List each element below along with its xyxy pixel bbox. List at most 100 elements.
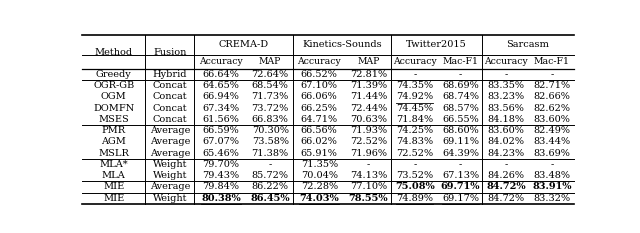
Text: -: -: [504, 160, 508, 169]
Text: Average: Average: [150, 126, 190, 135]
Text: Weight: Weight: [152, 171, 187, 180]
Text: 79.43%: 79.43%: [202, 171, 239, 180]
Text: 66.56%: 66.56%: [301, 126, 338, 135]
Text: 64.39%: 64.39%: [442, 149, 479, 158]
Text: 83.48%: 83.48%: [533, 171, 570, 180]
Text: 72.52%: 72.52%: [396, 149, 433, 158]
Text: Average: Average: [150, 182, 190, 192]
Text: 83.91%: 83.91%: [532, 182, 572, 192]
Text: 71.84%: 71.84%: [396, 115, 433, 124]
Text: Weight: Weight: [152, 160, 187, 169]
Text: 66.94%: 66.94%: [203, 93, 239, 102]
Text: 72.28%: 72.28%: [301, 182, 338, 192]
Text: 74.03%: 74.03%: [300, 194, 339, 203]
Text: OGM: OGM: [101, 93, 127, 102]
Text: Average: Average: [150, 137, 190, 147]
Text: 85.72%: 85.72%: [252, 171, 289, 180]
Text: 71.35%: 71.35%: [301, 160, 338, 169]
Text: 71.38%: 71.38%: [252, 149, 289, 158]
Text: 84.72%: 84.72%: [486, 182, 526, 192]
Text: 67.07%: 67.07%: [202, 137, 239, 147]
Text: 61.56%: 61.56%: [203, 115, 239, 124]
Text: 66.83%: 66.83%: [252, 115, 289, 124]
Text: 82.62%: 82.62%: [533, 104, 570, 113]
Text: 68.74%: 68.74%: [442, 93, 479, 102]
Text: 68.54%: 68.54%: [252, 81, 289, 90]
Text: 83.56%: 83.56%: [488, 104, 525, 113]
Text: 86.22%: 86.22%: [252, 182, 289, 192]
Text: 86.45%: 86.45%: [250, 194, 290, 203]
Text: 72.81%: 72.81%: [350, 70, 387, 79]
Text: MLA: MLA: [102, 171, 125, 180]
Text: -: -: [367, 160, 370, 169]
Text: 84.23%: 84.23%: [488, 149, 525, 158]
Text: 80.38%: 80.38%: [201, 194, 241, 203]
Text: 71.96%: 71.96%: [350, 149, 387, 158]
Text: Sarcasm: Sarcasm: [506, 40, 549, 49]
Text: Weight: Weight: [152, 194, 187, 203]
Text: 71.73%: 71.73%: [252, 93, 289, 102]
Text: Concat: Concat: [152, 81, 187, 90]
Text: -: -: [413, 160, 417, 169]
Text: -: -: [413, 70, 417, 79]
Text: DOMFN: DOMFN: [93, 104, 134, 113]
Text: 71.39%: 71.39%: [350, 81, 387, 90]
Text: Accuracy: Accuracy: [393, 57, 436, 66]
Text: 71.93%: 71.93%: [350, 126, 387, 135]
Text: 73.58%: 73.58%: [252, 137, 289, 147]
Text: 74.35%: 74.35%: [396, 81, 433, 90]
Text: MAP: MAP: [357, 57, 380, 66]
Text: OGR-GB: OGR-GB: [93, 81, 134, 90]
Text: 70.04%: 70.04%: [301, 171, 338, 180]
Text: 84.72%: 84.72%: [488, 194, 525, 203]
Text: Hybrid: Hybrid: [152, 70, 187, 79]
Text: 64.65%: 64.65%: [203, 81, 239, 90]
Text: 67.10%: 67.10%: [301, 81, 338, 90]
Text: 71.44%: 71.44%: [349, 93, 387, 102]
Text: 66.55%: 66.55%: [442, 115, 479, 124]
Text: -: -: [550, 70, 554, 79]
Text: Greedy: Greedy: [96, 70, 132, 79]
Text: 79.84%: 79.84%: [202, 182, 239, 192]
Text: Average: Average: [150, 149, 190, 158]
Text: 82.49%: 82.49%: [533, 126, 570, 135]
Text: 67.13%: 67.13%: [442, 171, 479, 180]
Text: -: -: [459, 160, 462, 169]
Text: 66.06%: 66.06%: [301, 93, 338, 102]
Text: MLA*: MLA*: [99, 160, 128, 169]
Text: Twitter2015: Twitter2015: [406, 40, 467, 49]
Text: MIE: MIE: [103, 182, 124, 192]
Text: 70.63%: 70.63%: [350, 115, 387, 124]
Text: Concat: Concat: [152, 93, 187, 102]
Text: 68.60%: 68.60%: [442, 126, 479, 135]
Text: 83.60%: 83.60%: [533, 115, 570, 124]
Text: 78.55%: 78.55%: [349, 194, 388, 203]
Text: -: -: [269, 160, 272, 169]
Text: 73.52%: 73.52%: [396, 171, 433, 180]
Text: Accuracy: Accuracy: [298, 57, 341, 66]
Text: 83.44%: 83.44%: [533, 137, 570, 147]
Text: Concat: Concat: [152, 115, 187, 124]
Text: 83.32%: 83.32%: [533, 194, 570, 203]
Text: CREMA-D: CREMA-D: [218, 40, 269, 49]
Text: 65.91%: 65.91%: [301, 149, 338, 158]
Text: 65.46%: 65.46%: [203, 149, 239, 158]
Text: 66.25%: 66.25%: [301, 104, 338, 113]
Text: 66.59%: 66.59%: [203, 126, 239, 135]
Text: Mac-F1: Mac-F1: [442, 57, 479, 66]
Text: Accuracy: Accuracy: [484, 57, 528, 66]
Text: 84.02%: 84.02%: [488, 137, 525, 147]
Text: 67.34%: 67.34%: [202, 104, 239, 113]
Text: AGM: AGM: [101, 137, 126, 147]
Text: 64.71%: 64.71%: [301, 115, 338, 124]
Text: MAP: MAP: [259, 57, 282, 66]
Text: -: -: [504, 70, 508, 79]
Text: Fusion: Fusion: [153, 48, 186, 56]
Text: 74.92%: 74.92%: [396, 93, 433, 102]
Text: MIE: MIE: [103, 194, 124, 203]
Text: 84.18%: 84.18%: [488, 115, 525, 124]
Text: 66.52%: 66.52%: [301, 70, 338, 79]
Text: MSES: MSES: [99, 115, 129, 124]
Text: 82.71%: 82.71%: [533, 81, 570, 90]
Text: 72.44%: 72.44%: [349, 104, 387, 113]
